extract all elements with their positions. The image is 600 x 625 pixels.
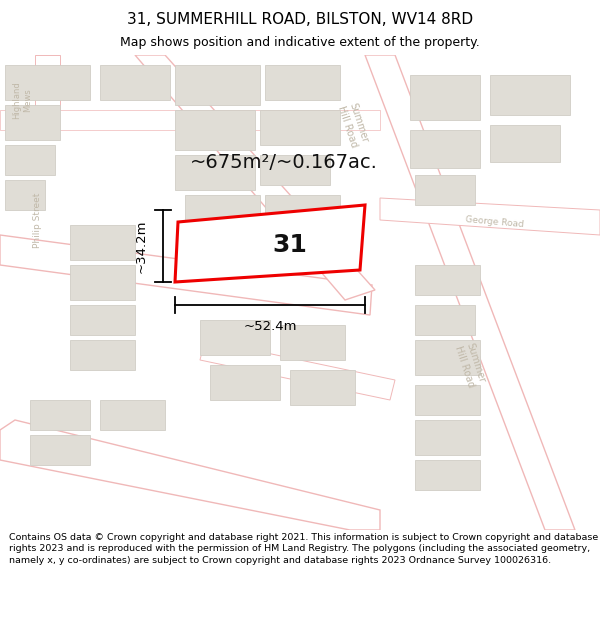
Polygon shape	[35, 55, 60, 110]
Text: Highland
Mews: Highland Mews	[12, 81, 32, 119]
Polygon shape	[175, 205, 365, 282]
Polygon shape	[70, 305, 135, 335]
Polygon shape	[410, 130, 480, 168]
Polygon shape	[490, 75, 570, 115]
Polygon shape	[415, 265, 480, 295]
Polygon shape	[290, 370, 355, 405]
Text: Philip Street: Philip Street	[34, 192, 43, 248]
Polygon shape	[365, 55, 575, 530]
Polygon shape	[135, 55, 375, 300]
Polygon shape	[200, 340, 395, 400]
Polygon shape	[5, 145, 55, 175]
Polygon shape	[280, 325, 345, 360]
Text: George Road: George Road	[466, 215, 524, 229]
Polygon shape	[410, 75, 480, 120]
Text: 31: 31	[272, 232, 307, 257]
Polygon shape	[380, 198, 600, 235]
Polygon shape	[265, 65, 340, 100]
Text: 31, SUMMERHILL ROAD, BILSTON, WV14 8RD: 31, SUMMERHILL ROAD, BILSTON, WV14 8RD	[127, 12, 473, 27]
Polygon shape	[210, 365, 280, 400]
Polygon shape	[70, 225, 135, 260]
Polygon shape	[415, 460, 480, 490]
Polygon shape	[175, 65, 260, 105]
Polygon shape	[100, 65, 170, 100]
Polygon shape	[30, 400, 90, 430]
Polygon shape	[200, 320, 270, 355]
Polygon shape	[415, 385, 480, 415]
Polygon shape	[100, 400, 165, 430]
Text: Philip Str...: Philip Str...	[235, 259, 284, 277]
Polygon shape	[5, 105, 60, 140]
Polygon shape	[415, 340, 480, 375]
Polygon shape	[265, 195, 340, 225]
Text: Map shows position and indicative extent of the property.: Map shows position and indicative extent…	[120, 36, 480, 49]
Text: Summer
Hill Road: Summer Hill Road	[453, 341, 487, 389]
Polygon shape	[260, 110, 340, 145]
Polygon shape	[415, 420, 480, 455]
Polygon shape	[70, 265, 135, 300]
Text: ~34.2m: ~34.2m	[134, 219, 148, 272]
Polygon shape	[175, 155, 255, 190]
Text: ~675m²/~0.167ac.: ~675m²/~0.167ac.	[190, 152, 378, 171]
Polygon shape	[415, 175, 475, 205]
Polygon shape	[5, 180, 45, 210]
Polygon shape	[5, 65, 90, 100]
Polygon shape	[0, 420, 380, 530]
Polygon shape	[70, 340, 135, 370]
Polygon shape	[415, 305, 475, 335]
Text: Contains OS data © Crown copyright and database right 2021. This information is : Contains OS data © Crown copyright and d…	[9, 533, 598, 565]
Polygon shape	[175, 110, 255, 150]
Text: ~52.4m: ~52.4m	[243, 321, 297, 334]
Polygon shape	[0, 235, 372, 315]
Polygon shape	[0, 110, 380, 130]
Text: Summer
Hill Road: Summer Hill Road	[336, 101, 370, 149]
Polygon shape	[30, 435, 90, 465]
Polygon shape	[260, 155, 330, 185]
Polygon shape	[185, 195, 260, 230]
Polygon shape	[490, 125, 560, 162]
